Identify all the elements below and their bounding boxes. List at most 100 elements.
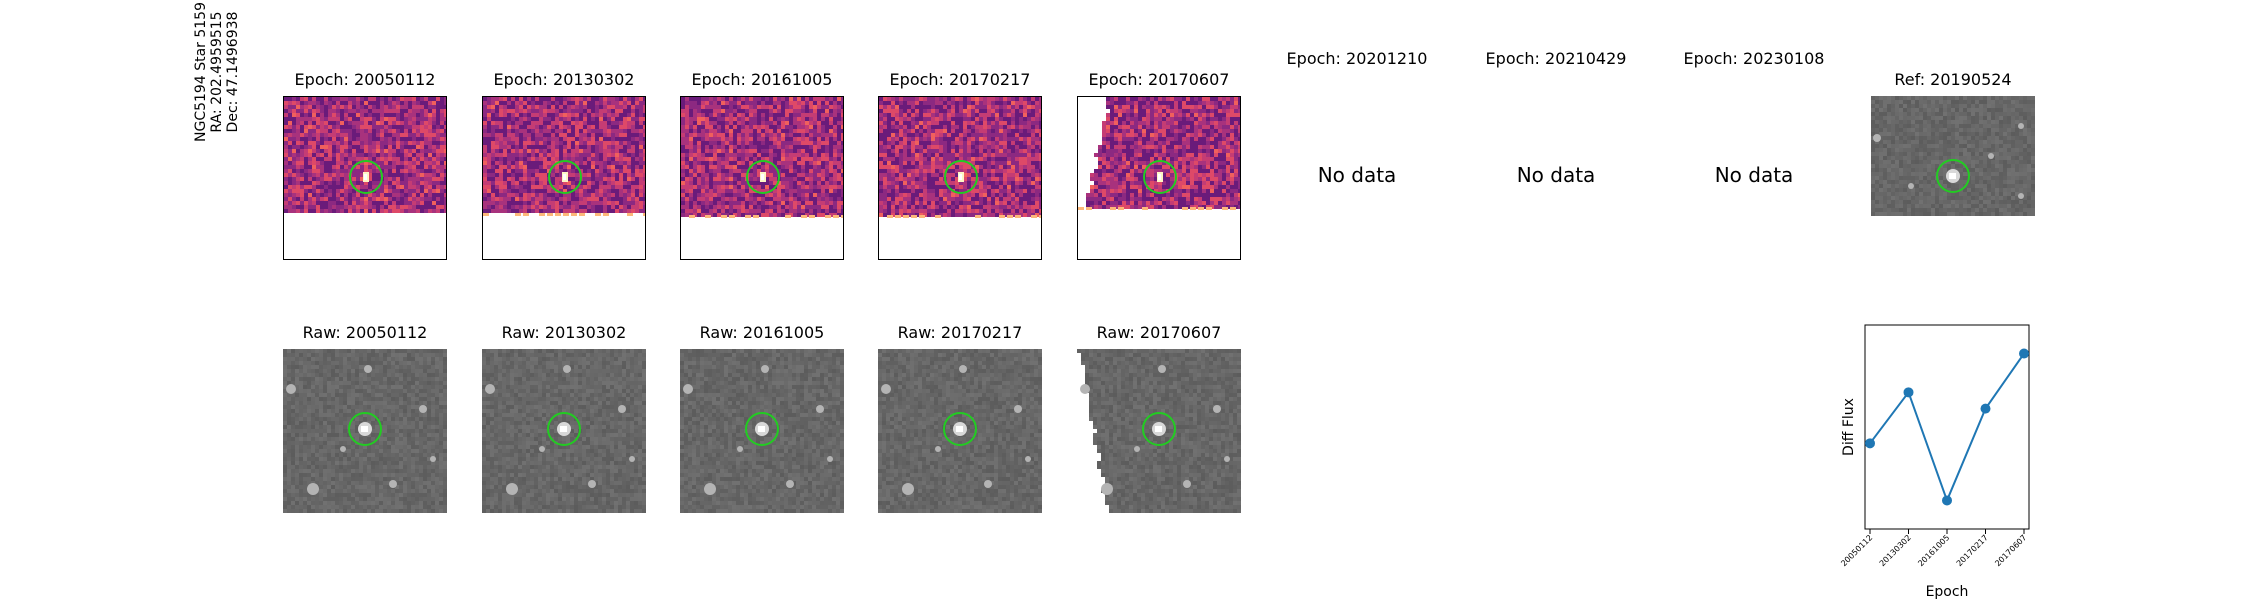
diff-pixel (825, 201, 829, 205)
diff-pixel (288, 153, 292, 157)
diff-pixel (483, 117, 487, 121)
diff-pixel (392, 101, 396, 105)
diff-pixel (519, 125, 523, 129)
diff-pixel (681, 129, 685, 133)
diff-pixel (627, 181, 631, 185)
diff-pixel (971, 133, 975, 137)
diff-pixel (495, 185, 499, 189)
diff-pixel (643, 161, 646, 165)
diff-pixel (923, 177, 927, 181)
diff-pixel (300, 97, 304, 101)
diff-pixel (1007, 209, 1011, 213)
diff-pixel (340, 121, 344, 125)
diff-pixel (737, 141, 741, 145)
diff-pixel (999, 201, 1003, 205)
diff-pixel (627, 125, 631, 129)
diff-pixel (821, 121, 825, 125)
diff-pixel (809, 205, 813, 209)
diff-pixel (316, 161, 320, 165)
diff-pixel (789, 193, 793, 197)
diff-pixel (519, 145, 523, 149)
diff-pixel (384, 161, 388, 165)
diff-pixel (685, 109, 689, 113)
diff-pixel (907, 205, 911, 209)
diff-pixel (328, 113, 332, 117)
diff-pixel (733, 105, 737, 109)
diff-pixel (491, 105, 495, 109)
diff-pixel (983, 129, 987, 133)
diff-pixel (639, 101, 643, 105)
diff-pixel (1019, 113, 1023, 117)
diff-pixel (895, 185, 899, 189)
diff-pixel (959, 149, 963, 153)
diff-pixel (999, 113, 1003, 117)
diff-pixel (320, 197, 324, 201)
diff-pixel (1031, 165, 1035, 169)
diff-pixel (983, 101, 987, 105)
diff-pixel (951, 149, 955, 153)
diff-pixel (931, 205, 935, 209)
diff-pixel (487, 193, 491, 197)
diff-pixel (951, 109, 955, 113)
diff-pixel (352, 177, 356, 181)
diff-pixel (741, 185, 745, 189)
diff-pixel (535, 105, 539, 109)
diff-pixel (1019, 177, 1023, 181)
diff-pixel (943, 161, 947, 165)
diff-pixel (903, 161, 907, 165)
diff-pixel (428, 133, 432, 137)
diff-pixel (388, 97, 392, 101)
diff-pixel (697, 193, 701, 197)
diff-pixel (729, 113, 733, 117)
diff-pixel (535, 201, 539, 205)
diff-pixel (833, 169, 837, 173)
diff-pixel (793, 121, 797, 125)
diff-pixel (491, 121, 495, 125)
diff-pixel (483, 141, 487, 145)
diff-pixel (380, 201, 384, 205)
diff-pixel (1118, 101, 1122, 105)
diff-pixel (356, 109, 360, 113)
diff-pixel (284, 169, 288, 173)
diff-pixel (535, 189, 539, 193)
diff-pixel (987, 201, 991, 205)
diff-pixel (1023, 105, 1027, 109)
diff-pixel (1198, 97, 1202, 101)
diff-pixel (408, 149, 412, 153)
diff-pixel (821, 113, 825, 117)
diff-pixel (887, 145, 891, 149)
diff-pixel (983, 189, 987, 193)
diff-pixel (983, 213, 987, 217)
diff-pixel (527, 141, 531, 145)
diff-pixel (769, 157, 773, 161)
diff-pixel (623, 201, 627, 205)
diff-pixel (943, 145, 947, 149)
diff-pixel (1011, 121, 1015, 125)
diff-pixel (829, 157, 833, 161)
diff-pixel (805, 173, 809, 177)
diff-pixel (603, 133, 607, 137)
diff-pixel (931, 125, 935, 129)
diff-pixel (623, 149, 627, 153)
diff-pixel (511, 157, 515, 161)
diff-pixel (701, 125, 705, 129)
diff-pixel (340, 125, 344, 129)
diff-pixel (717, 161, 721, 165)
diff-pixel (753, 97, 757, 101)
diff-pixel (1118, 105, 1122, 109)
diff-pixel (789, 121, 793, 125)
diff-pixel (444, 189, 447, 193)
diff-pixel (420, 185, 424, 189)
diff-pixel (947, 173, 951, 177)
diff-pixel (919, 109, 923, 113)
diff-pixel (733, 145, 737, 149)
diff-pixel (959, 141, 963, 145)
diff-pixel (693, 197, 697, 201)
diff-pixel (1027, 129, 1031, 133)
diff-pixel (308, 169, 312, 173)
diff-pixel (503, 161, 507, 165)
diff-pixel (408, 137, 412, 141)
diff-pixel (955, 117, 959, 121)
diff-pixel (296, 121, 300, 125)
diff-pixel (781, 149, 785, 153)
